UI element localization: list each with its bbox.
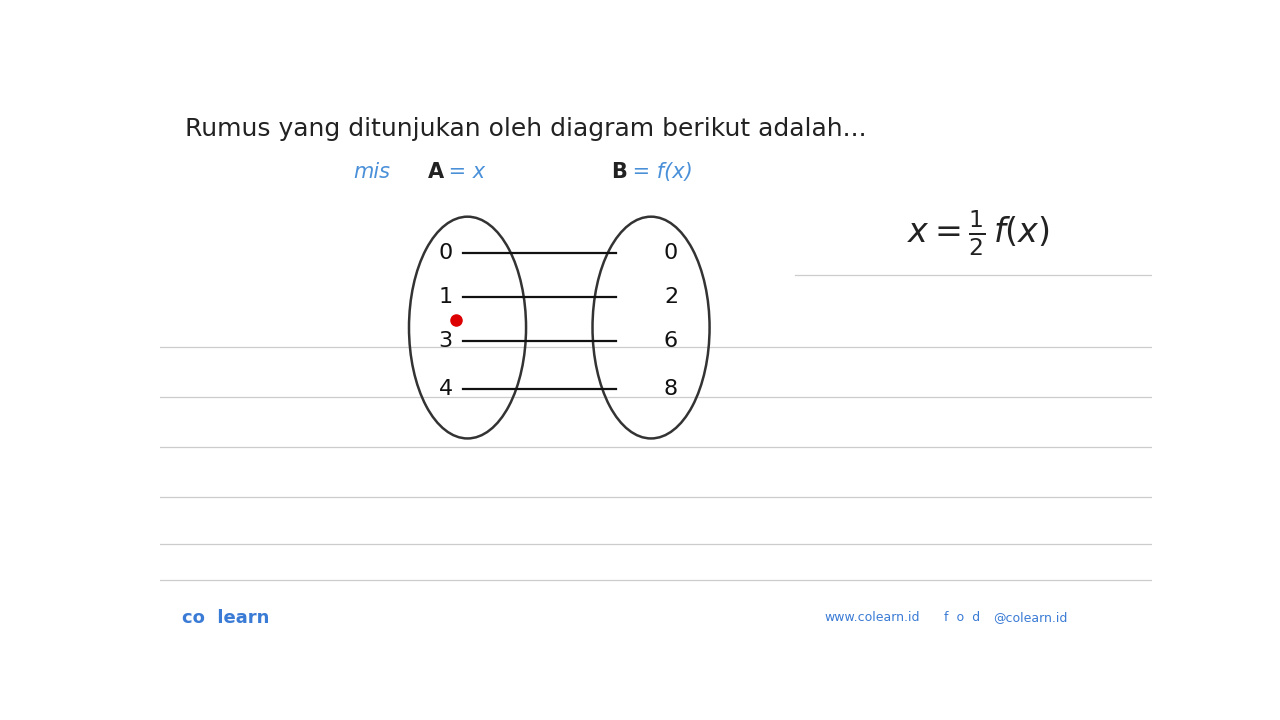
- Text: 0: 0: [438, 243, 453, 263]
- Text: f  o  d: f o d: [943, 611, 979, 624]
- Text: 1: 1: [439, 287, 453, 307]
- Text: @colearn.id: @colearn.id: [993, 611, 1068, 624]
- Text: mis: mis: [353, 162, 390, 182]
- Text: 6: 6: [664, 331, 678, 351]
- Text: = x: = x: [442, 162, 485, 182]
- Text: A: A: [428, 162, 444, 182]
- Text: co  learn: co learn: [182, 608, 269, 626]
- Text: Rumus yang ditunjukan oleh diagram berikut adalah...: Rumus yang ditunjukan oleh diagram berik…: [184, 117, 867, 141]
- Text: 8: 8: [664, 379, 678, 399]
- Text: 2: 2: [664, 287, 678, 307]
- Text: www.colearn.id: www.colearn.id: [824, 611, 920, 624]
- Text: 4: 4: [439, 379, 453, 399]
- Text: $x = \frac{1}{2}\,f(x)$: $x = \frac{1}{2}\,f(x)$: [908, 209, 1050, 258]
- Text: = f(x): = f(x): [626, 162, 692, 182]
- Text: B: B: [612, 162, 627, 182]
- Text: 0: 0: [664, 243, 678, 263]
- Text: 3: 3: [439, 331, 453, 351]
